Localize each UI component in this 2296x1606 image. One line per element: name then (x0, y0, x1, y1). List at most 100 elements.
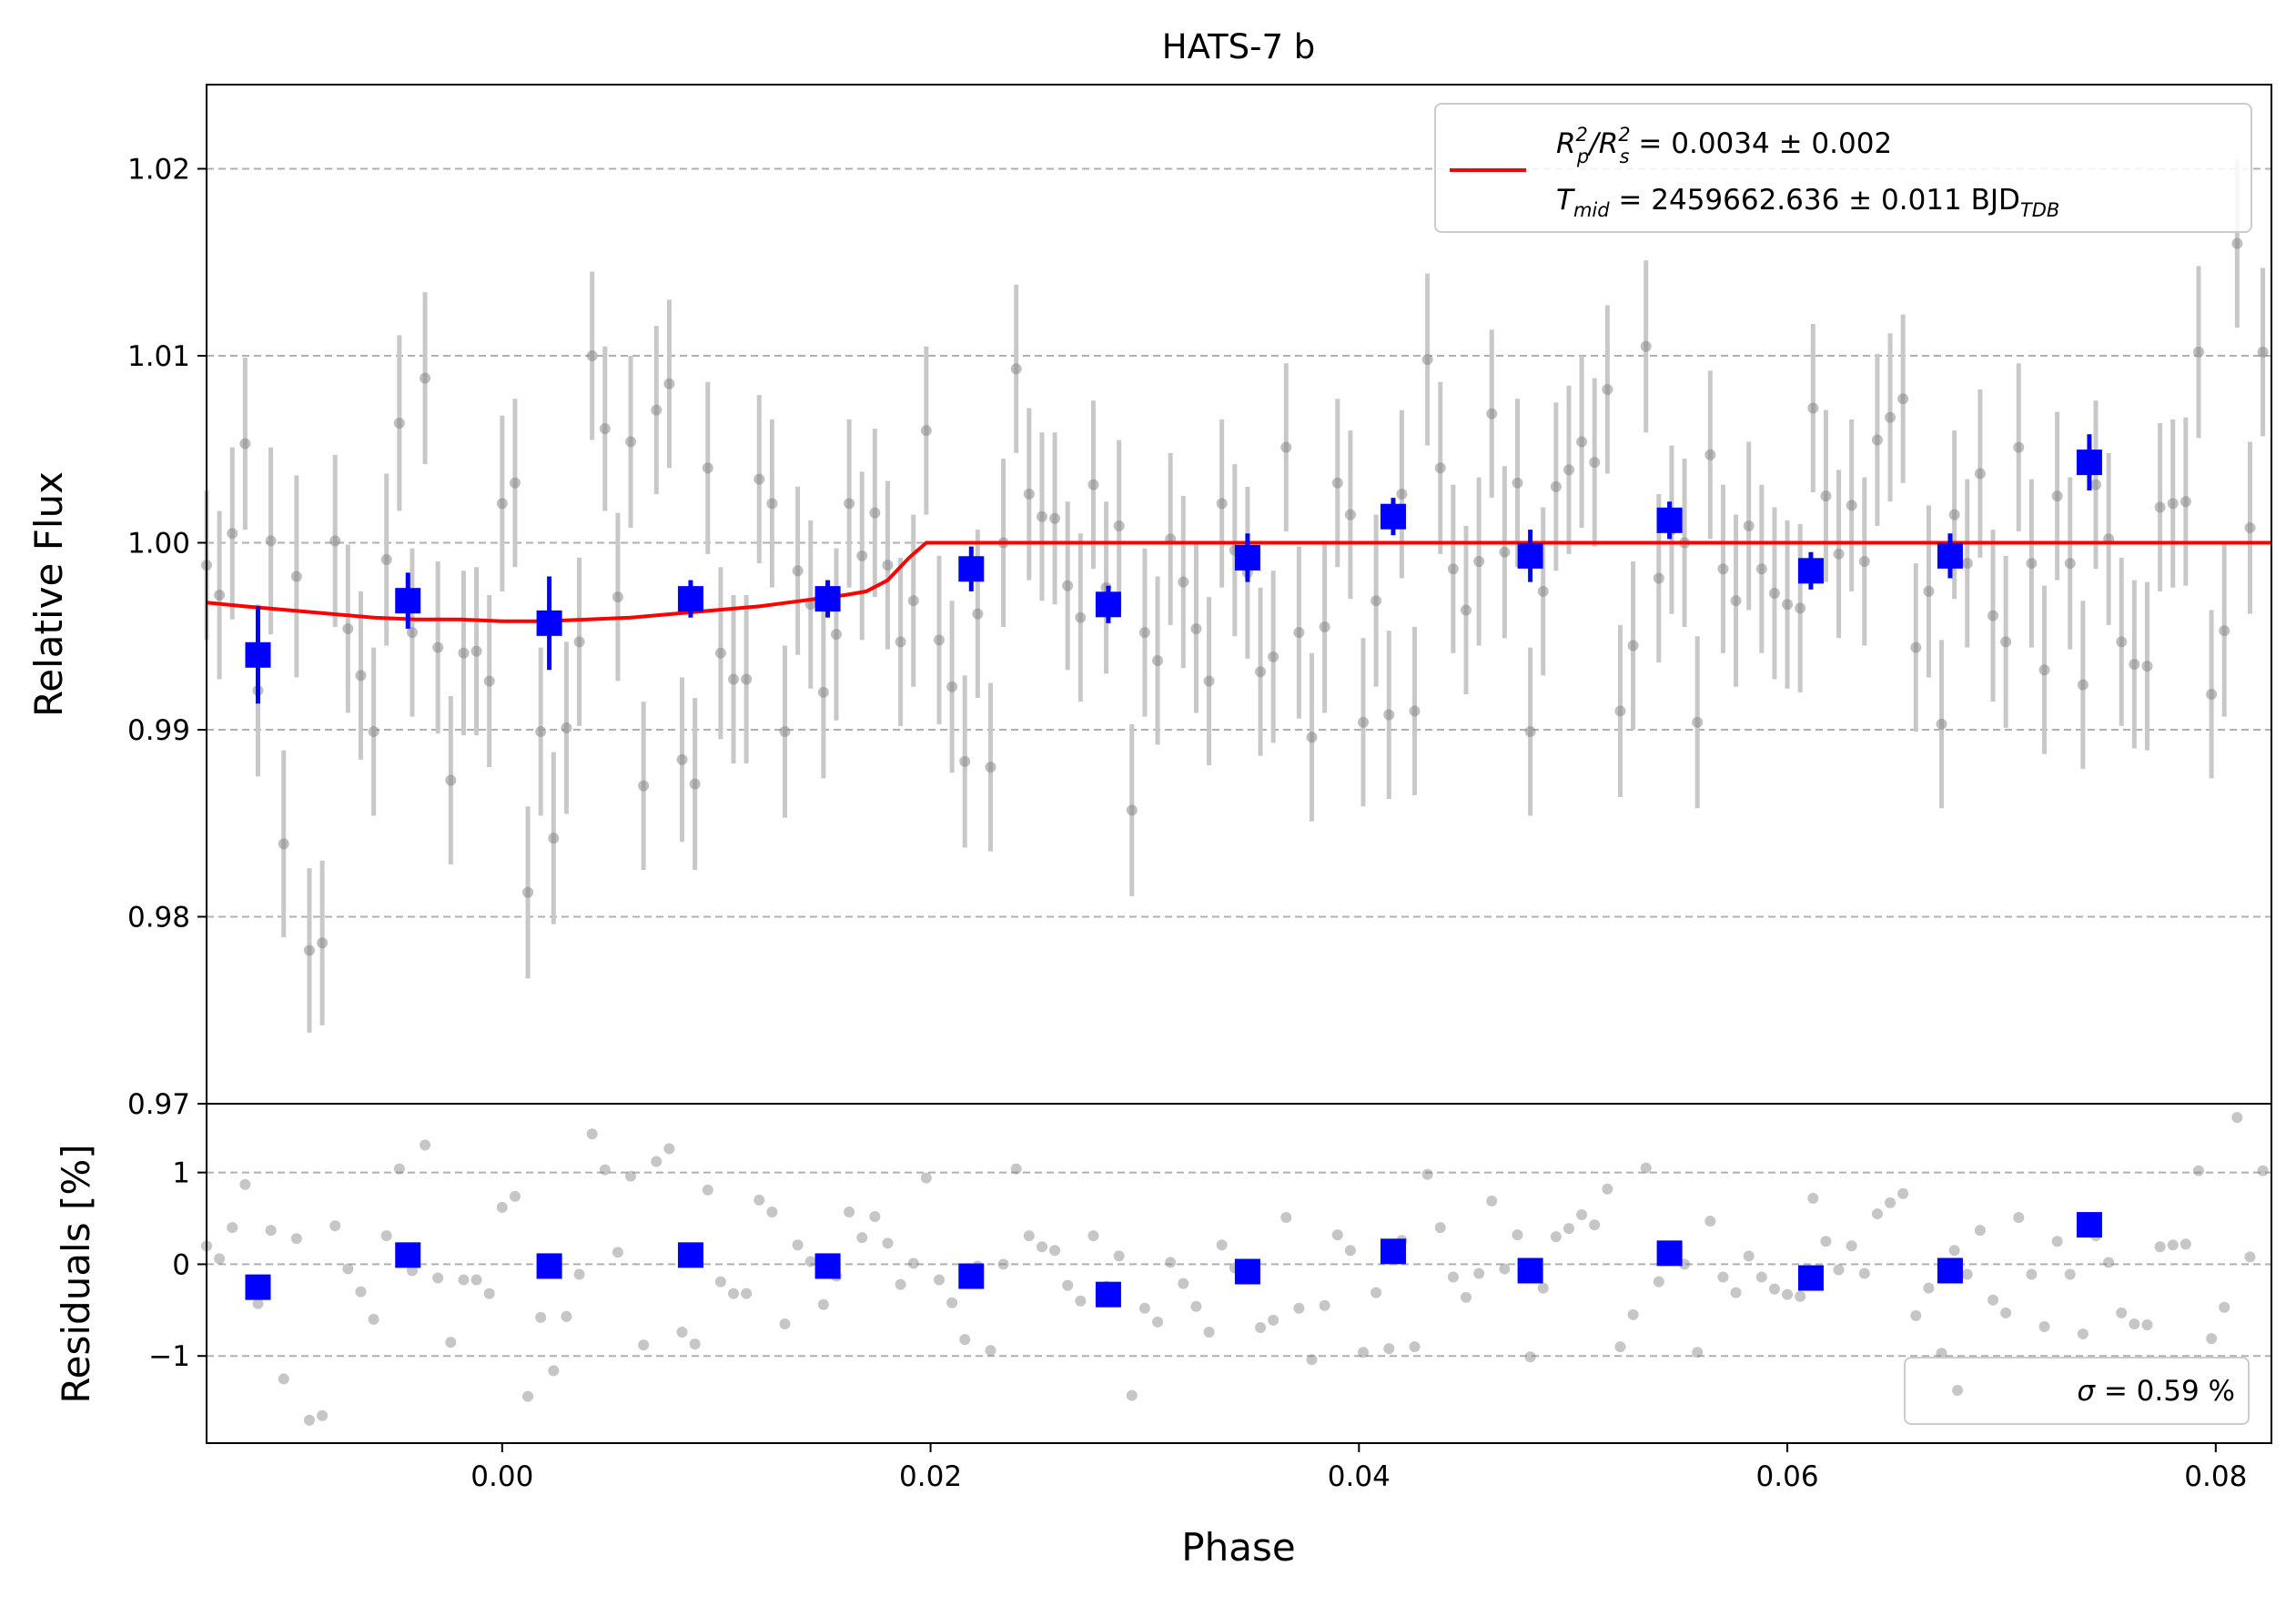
raw-data-point (1512, 477, 1523, 489)
transit-model-line (206, 540, 2271, 623)
raw-data-point (1473, 556, 1485, 568)
binned-data-point (1656, 507, 1683, 533)
residual-point (1383, 1343, 1395, 1355)
residual-point (573, 1268, 585, 1280)
raw-data-point (2141, 661, 2153, 672)
raw-data-point (1293, 627, 1305, 639)
residual-point (1858, 1268, 1870, 1279)
residual-point (1846, 1240, 1857, 1252)
binned-residual-point (1937, 1258, 1963, 1284)
raw-data-point (1280, 441, 1292, 453)
raw-data-point (1075, 611, 1087, 623)
binned-residual-point (814, 1253, 841, 1279)
flux-binned-points (245, 434, 2102, 704)
legend-tmid-value: = 2459662.636 ± 0.011 BJD (1610, 184, 2020, 217)
residuals-binned-points (245, 1212, 2102, 1308)
residual-point (2026, 1268, 2038, 1280)
flux-y-tick-label: 1.00 (127, 527, 190, 560)
residual-point (1358, 1347, 1370, 1359)
residual-point (689, 1338, 701, 1350)
residual-point (997, 1258, 1009, 1270)
residual-point (1062, 1279, 1074, 1291)
binned-residual-point (1234, 1258, 1260, 1285)
residual-point (2206, 1333, 2218, 1345)
raw-data-point (754, 473, 765, 485)
residual-point (844, 1206, 855, 1217)
residual-point (1576, 1208, 1588, 1220)
raw-data-point (882, 560, 894, 571)
raw-data-point (702, 462, 713, 474)
residual-point (663, 1143, 675, 1155)
raw-data-point (779, 726, 791, 738)
residual-point (1563, 1223, 1574, 1235)
residual-point (1486, 1195, 1498, 1207)
residual-point (741, 1288, 753, 1299)
raw-data-point (522, 886, 534, 898)
binned-data-point (536, 610, 562, 636)
raw-data-point (1692, 716, 1704, 728)
residual-point (509, 1190, 521, 1202)
residual-point (1126, 1389, 1138, 1401)
raw-data-point (1216, 498, 1228, 510)
residual-point (2038, 1320, 2050, 1332)
residual-point (278, 1373, 289, 1385)
x-axis-label: Phase (1181, 1525, 1295, 1570)
raw-data-point (1023, 489, 1035, 500)
residual-point (214, 1253, 226, 1265)
residual-point (1885, 1197, 1896, 1208)
residual-point (1717, 1271, 1729, 1283)
raw-data-point (1447, 563, 1459, 575)
residual-point (239, 1178, 251, 1190)
residual-point (1023, 1230, 1035, 1242)
raw-data-point (933, 634, 945, 646)
legend-t-sub: mid (1573, 199, 1610, 221)
raw-data-point (2231, 237, 2243, 249)
flux-y-tick-label: 0.97 (127, 1088, 190, 1121)
raw-data-point (1331, 477, 1343, 489)
residual-point (728, 1288, 740, 1299)
raw-data-point (1768, 587, 1780, 599)
raw-data-point (2089, 479, 2101, 490)
raw-data-point (869, 507, 881, 519)
residuals-raw-points (201, 1112, 2269, 1426)
binned-data-point (1517, 542, 1543, 569)
residual-point (1730, 1287, 1742, 1298)
residual-point (2103, 1257, 2115, 1268)
raw-data-point (2180, 496, 2191, 508)
residual-point (1075, 1295, 1087, 1307)
residual-point (2077, 1328, 2089, 1340)
residual-point (2180, 1238, 2191, 1250)
raw-data-point (792, 565, 804, 577)
legend-t-symbol: T (1556, 184, 1575, 217)
raw-data-point (2026, 558, 2038, 570)
residual-point (1936, 1348, 1947, 1359)
raw-data-point (239, 438, 251, 449)
residual-point (2000, 1307, 2012, 1318)
residual-point (779, 1318, 791, 1329)
raw-data-point (1795, 602, 1806, 614)
raw-data-point (1988, 610, 1999, 621)
raw-data-point (1255, 666, 1267, 678)
residual-point (1138, 1302, 1150, 1314)
residual-point (458, 1274, 470, 1286)
raw-data-point (959, 755, 971, 767)
raw-data-point (1640, 340, 1652, 352)
raw-data-point (278, 838, 289, 850)
residual-point (1512, 1229, 1523, 1241)
residual-point (535, 1311, 547, 1323)
raw-data-point (1936, 718, 1947, 730)
raw-data-point (1717, 563, 1729, 575)
raw-data-point (844, 498, 855, 510)
residual-point (1692, 1347, 1704, 1359)
raw-data-point (535, 726, 547, 738)
residual-point (1268, 1314, 1279, 1326)
residual-point (1602, 1183, 1613, 1195)
residual-point (1550, 1231, 1562, 1243)
raw-data-point (1409, 705, 1421, 717)
raw-data-point (1344, 509, 1356, 520)
raw-data-point (1627, 640, 1639, 651)
raw-data-point (1923, 585, 1935, 597)
residual-point (2141, 1318, 2153, 1330)
residual-point (625, 1170, 637, 1182)
raw-data-point (1961, 558, 1973, 570)
